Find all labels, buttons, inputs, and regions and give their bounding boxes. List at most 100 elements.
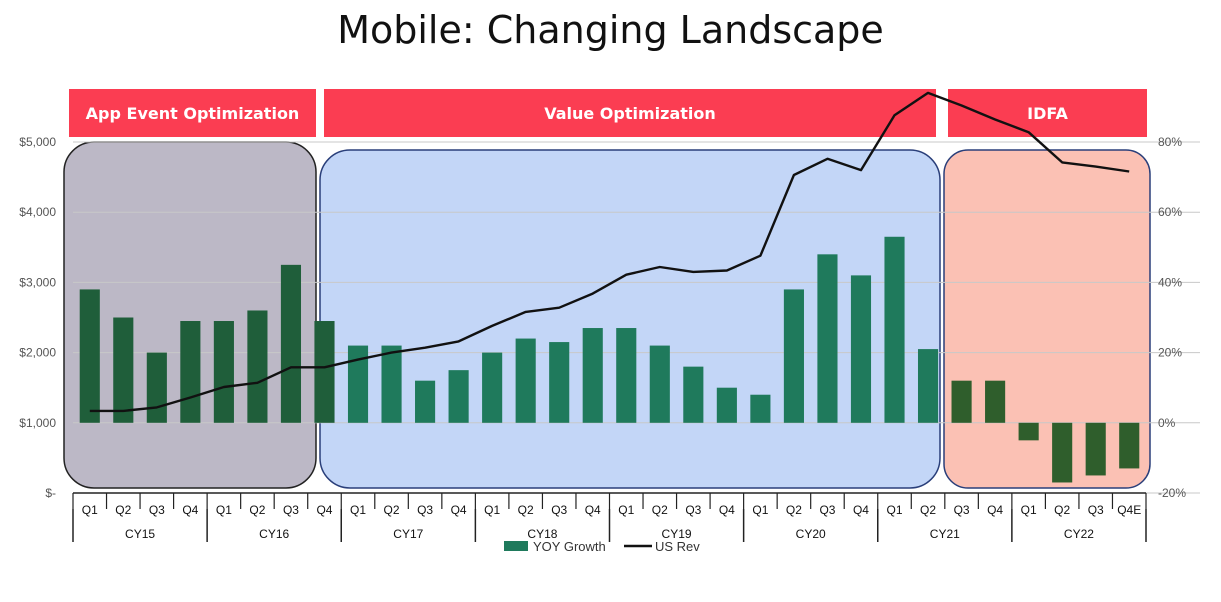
bar-yoy-growth [683,366,704,423]
legend-label-rev: US Rev [655,539,700,554]
bar-yoy-growth [1018,422,1039,441]
bar-yoy-growth [415,380,436,423]
region-app-event [63,141,317,489]
x-tick-label: Q1 [484,503,500,517]
y-right-tick-label: 80% [1158,135,1182,149]
x-tick-label: Q2 [920,503,936,517]
year-label: CY21 [930,527,960,541]
x-tick-label: Q2 [115,503,131,517]
year-label: CY16 [259,527,289,541]
x-tick-label: Q2 [786,503,802,517]
year-label: CY19 [662,527,692,541]
y-right-tick-label: 40% [1158,275,1182,289]
bar-yoy-growth [1052,422,1073,483]
y-axis-left: $- $1,000 $2,000 $3,000 $4,000 $5,000 [19,135,56,500]
y-right-tick-label: 0% [1158,416,1176,430]
bar-yoy-growth [917,349,939,423]
y-left-tick-label: $3,000 [19,275,56,289]
bar-yoy-growth [213,321,234,423]
bar-yoy-growth [850,275,872,423]
x-tick-label: Q3 [417,503,433,517]
year-label: CY20 [796,527,826,541]
line-us-rev [89,91,1130,413]
x-tick-label: Q1 [887,503,903,517]
x-tick-label: Q4 [316,503,332,517]
x-tick-label: Q4 [585,503,601,517]
x-tick-label: Q2 [249,503,265,517]
bar-yoy-growth [884,236,905,423]
bar-yoy-growth [314,321,335,423]
strategy-bands: App Event Optimization Value Optimization… [69,89,1147,137]
x-tick-label: Q4 [853,503,869,517]
band-1 [69,89,316,137]
bar-yoy-growth [985,380,1006,423]
x-tick-label: Q4 [719,503,735,517]
bar-yoy-growth [549,342,570,423]
band-2 [324,89,936,137]
y-right-tick-label: -20% [1158,486,1186,500]
bar-yoy-growth [716,387,737,423]
x-tick-label: Q2 [518,503,534,517]
x-tick-label: Q4 [451,503,467,517]
bar-yoy-growth [582,328,603,423]
y-left-tick-label: $5,000 [19,135,56,149]
bar-yoy-growth [113,317,134,423]
bar-yoy-growth [1085,422,1106,476]
x-tick-label: Q3 [149,503,165,517]
region-value-opt [319,149,941,489]
y-axis-right: -20% 0% 20% 40% 60% 80% [1158,135,1186,500]
y-right-tick-label: 20% [1158,346,1182,360]
year-label: CY15 [125,527,155,541]
regions [63,141,1151,489]
bar-yoy-growth [347,345,369,423]
bar-yoy-growth [448,370,469,423]
bar-yoy-growth [247,310,268,423]
bar-yoy-growth [146,352,167,423]
bar-yoy-growth [817,254,838,423]
x-tick-label: Q3 [685,503,701,517]
legend-label-yoy: YOY Growth [533,539,606,554]
x-tick-label: Q3 [819,503,835,517]
bar-yoy-growth [482,352,503,423]
year-label: CY18 [527,527,557,541]
bar-yoy-growth [616,328,637,423]
x-tick-label: Q3 [283,503,299,517]
x-tick-label: Q3 [1088,503,1104,517]
x-tick-label: Q1 [350,503,366,517]
x-tick-label: Q1 [216,503,232,517]
year-label: CY22 [1064,527,1094,541]
band-label: App Event Optimization [86,104,300,123]
x-tick-label: Q2 [384,503,400,517]
x-tick-label: Q2 [652,503,668,517]
bar-yoy-growth [280,264,302,423]
bar-yoy-growth [515,338,536,423]
x-tick-label: Q1 [1021,503,1037,517]
x-axis: Q1 Q2 Q3 Q4 Q1 Q2 Q3 Q4 Q1 Q2 Q3 Q4 Q1 Q2 Q3 Q4 Q1 Q2 Q3 Q4… [72,492,1147,542]
revenue-line [89,91,1130,413]
bar-yoy-growth [79,289,100,423]
y-left-tick-label: $- [45,486,56,500]
x-tick-label: Q4 [182,503,198,517]
legend: YOY Growth US Rev [504,539,700,554]
x-tick-label: Q1 [82,503,98,517]
y-left-tick-label: $2,000 [19,346,56,360]
x-tick-label: Q1 [752,503,768,517]
bar-yoy-growth [783,289,804,423]
band-label: Value Optimization [544,104,716,123]
x-tick-label: Q3 [954,503,970,517]
x-tick-label: Q2 [1054,503,1070,517]
y-right-tick-label: 60% [1158,205,1182,219]
region-idfa [943,149,1151,489]
y-left-tick-label: $4,000 [19,205,56,219]
bar-yoy-growth [1119,422,1140,469]
band-label: IDFA [1027,104,1068,123]
x-tick-label: Q3 [551,503,567,517]
bar-yoy-growth [649,345,670,423]
legend-swatch-yoy [504,541,528,551]
bar-yoy-growth [381,345,402,423]
x-tick-label: Q4 [987,503,1003,517]
x-tick-label: Q1 [618,503,634,517]
bar-yoy-growth [180,321,201,423]
x-tick-label: Q4E [1117,503,1141,517]
